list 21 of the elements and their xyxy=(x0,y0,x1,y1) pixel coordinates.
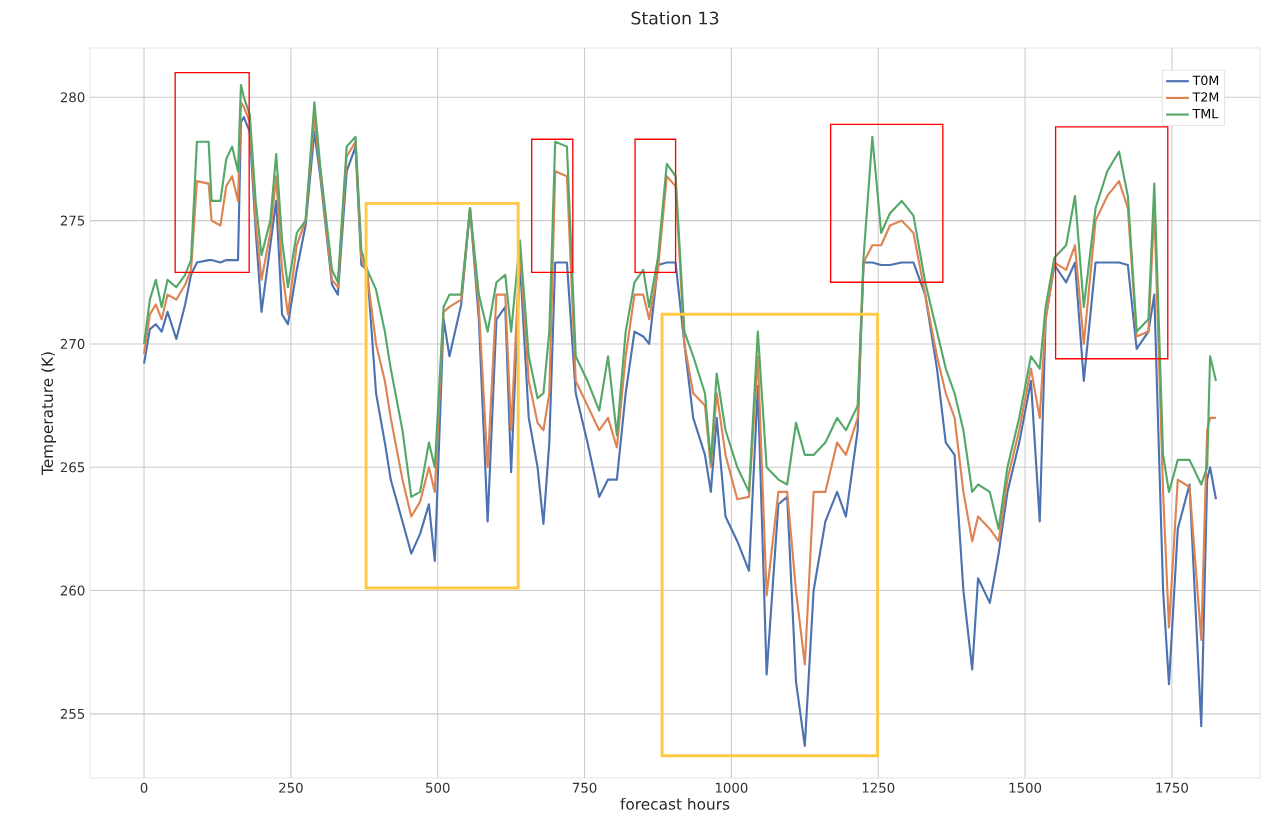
y-tick-label: 260 xyxy=(60,585,85,596)
x-tick-label: 750 xyxy=(572,782,597,793)
legend-label: T2M xyxy=(1192,92,1219,102)
x-tick-label: 250 xyxy=(279,782,303,793)
y-tick-label: 275 xyxy=(60,215,85,226)
legend-label: T0M xyxy=(1192,75,1219,86)
y-tick-label: 280 xyxy=(60,92,85,103)
y-tick-label: 270 xyxy=(60,338,85,349)
y-tick-label: 265 xyxy=(60,462,85,473)
y-tick-label: 255 xyxy=(60,708,85,719)
y-axis-title: Temperature (K) xyxy=(41,352,57,476)
chart-title: Station 13 xyxy=(631,11,719,25)
legend-label: TML xyxy=(1192,108,1219,119)
x-tick-label: 500 xyxy=(426,782,450,793)
x-tick-label: 1750 xyxy=(1156,782,1188,793)
x-tick-label: 1500 xyxy=(1009,782,1042,793)
line-series xyxy=(142,83,1218,530)
x-tick-label: 1000 xyxy=(715,782,748,793)
x-tick-label: 0 xyxy=(140,782,148,793)
x-tick-label: 1250 xyxy=(862,782,895,793)
x-axis-title: forecast hours xyxy=(620,797,730,810)
